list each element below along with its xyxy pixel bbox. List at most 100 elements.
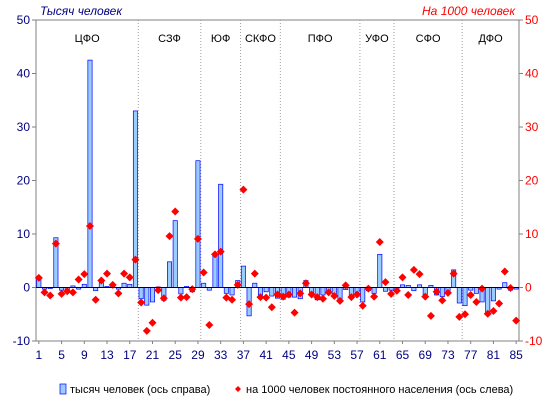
point-mark: [239, 185, 248, 194]
point-mark: [142, 326, 151, 335]
bar-mark: [382, 287, 388, 292]
x-tick-label: 17: [123, 348, 137, 362]
district-label: ЦФО: [75, 33, 101, 45]
point-mark: [461, 310, 470, 319]
x-tick-label: 1: [35, 348, 42, 362]
point-mark: [171, 207, 180, 216]
left-unit-label: Тысяч человек: [40, 4, 123, 18]
x-tick-label: 85: [509, 348, 523, 362]
bar-mark: [150, 287, 155, 303]
point-mark: [500, 267, 509, 276]
y-left-tick-label: 40: [17, 67, 31, 81]
point-mark: [438, 296, 447, 305]
x-tick-label: 45: [282, 348, 296, 362]
bar-mark: [195, 160, 201, 288]
point-mark: [387, 289, 396, 298]
point-mark: [68, 288, 77, 297]
district-label: УФО: [365, 33, 389, 45]
bar-mark: [269, 287, 275, 297]
point-mark: [284, 290, 293, 299]
x-tick-label: 41: [259, 348, 273, 362]
x-tick-label: 53: [328, 348, 342, 362]
point-mark: [97, 276, 106, 285]
point-mark: [443, 288, 452, 297]
point-mark: [466, 290, 475, 299]
point-mark: [216, 247, 225, 256]
x-tick-label: 29: [191, 348, 205, 362]
point-mark: [472, 297, 481, 306]
point-mark: [63, 287, 72, 296]
bar-mark: [201, 282, 207, 288]
point-mark: [40, 288, 49, 297]
y-right-tick-label: 30: [525, 120, 539, 134]
point-mark: [324, 288, 333, 297]
x-tick-label: 33: [214, 348, 228, 362]
y-left-tick-label: 50: [17, 13, 31, 27]
x-tick-label: 25: [169, 348, 183, 362]
point-mark: [421, 292, 430, 301]
bar-mark: [292, 287, 298, 298]
bar-mark: [223, 287, 229, 294]
bar-mark: [473, 287, 479, 294]
bar-mark: [229, 287, 235, 296]
point-mark: [455, 312, 464, 321]
x-tick-label: 77: [464, 348, 478, 362]
point-mark: [392, 286, 401, 295]
y-right-tick-label: 40: [525, 67, 539, 81]
point-mark: [51, 239, 60, 248]
point-mark: [370, 292, 379, 301]
point-mark: [205, 320, 214, 329]
legend-bar-swatch: [59, 383, 67, 395]
bar-mark: [360, 287, 366, 303]
point-mark: [46, 291, 55, 300]
y-right-tick-label: 0: [525, 281, 532, 295]
point-mark: [114, 289, 123, 298]
point-mark: [478, 284, 487, 293]
bar-mark: [320, 287, 326, 296]
bar-mark: [252, 282, 258, 288]
point-mark: [34, 273, 43, 282]
bar-mark: [502, 282, 508, 288]
point-mark: [301, 279, 310, 288]
point-mark: [91, 295, 100, 304]
point-mark: [318, 294, 327, 303]
y-right-tick-label: 50: [525, 13, 539, 27]
point-mark: [449, 269, 458, 278]
district-label: СКФО: [245, 33, 276, 45]
legend-point-swatch: [235, 386, 241, 392]
point-mark: [483, 309, 492, 318]
point-mark: [506, 284, 515, 293]
x-tick-label: 73: [441, 348, 455, 362]
point-mark: [267, 303, 276, 312]
point-mark: [313, 293, 322, 302]
x-tick-label: 57: [350, 348, 364, 362]
point-mark: [353, 290, 362, 299]
point-mark: [137, 298, 146, 307]
point-mark: [57, 289, 66, 298]
point-mark: [120, 269, 129, 278]
district-label: СФО: [416, 33, 441, 45]
bar-mark: [377, 253, 383, 288]
point-mark: [108, 280, 117, 289]
y-right-tick-label: 10: [525, 227, 539, 241]
bar-mark: [456, 287, 462, 304]
point-mark: [74, 275, 83, 284]
bar-mark: [172, 220, 178, 288]
district-label: ДФО: [479, 33, 504, 45]
point-mark: [375, 238, 384, 247]
bar-mark: [490, 287, 496, 302]
point-mark: [148, 318, 157, 327]
point-mark: [188, 285, 197, 294]
bar-mark: [462, 287, 468, 307]
x-tick-label: 13: [100, 348, 114, 362]
point-mark: [233, 280, 242, 289]
point-mark: [364, 284, 373, 293]
bar-mark: [485, 287, 491, 313]
point-mark: [398, 273, 407, 282]
x-tick-label: 81: [487, 348, 501, 362]
point-mark: [307, 290, 316, 299]
point-mark: [415, 270, 424, 279]
y-left-tick-label: 10: [17, 227, 31, 241]
